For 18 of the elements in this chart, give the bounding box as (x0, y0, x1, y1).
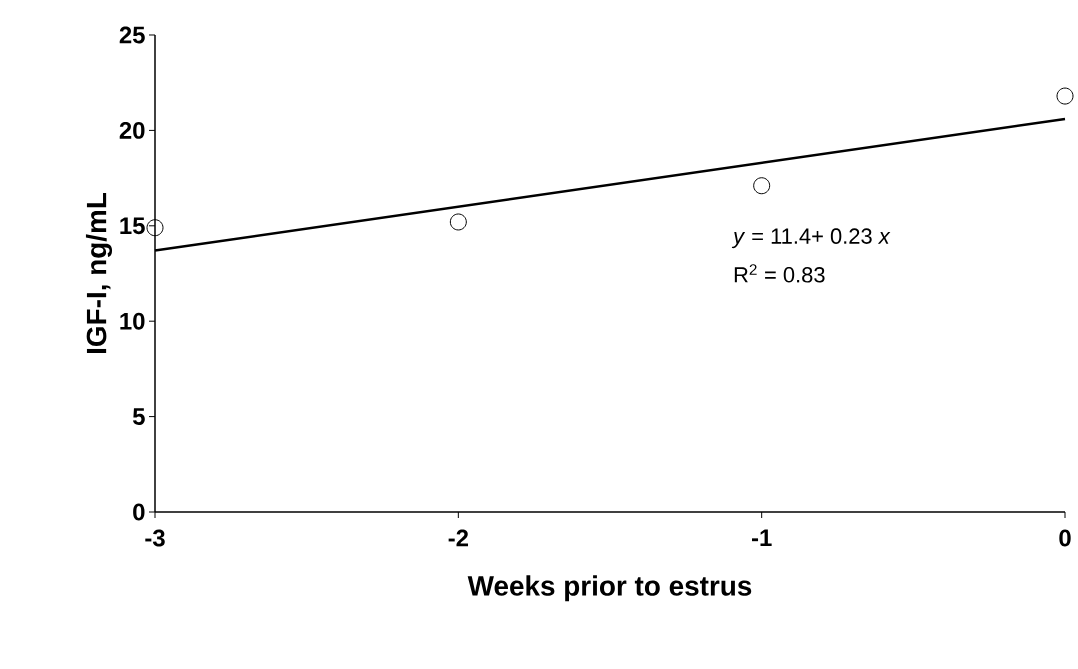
point (449, 213, 467, 231)
annotation: R$^{2}$ = 0.83 (734, 264, 825, 283)
y-axis-title: IGF-I, ng/mL (85, 193, 113, 353)
x-tick-label: 0 (1059, 529, 1071, 547)
y-tick-label: 10 (120, 312, 145, 330)
y-tick-label: 25 (119, 26, 145, 44)
x-tick-label: -2 (448, 529, 469, 547)
point (753, 177, 771, 195)
y-tick-label: 5 (132, 408, 145, 425)
annotation: y = 11.4+ 0.23 x (731, 228, 891, 249)
point (1056, 87, 1074, 105)
point (146, 219, 164, 237)
x-axis-title: Weeks prior to estrus (467, 575, 752, 602)
y-tick-label: 0 (133, 503, 145, 521)
x-tick-label: -3 (145, 529, 165, 547)
y-tick-label: 15 (120, 217, 145, 235)
y-tick-label: 20 (119, 121, 145, 139)
x-tick-label: -1 (751, 529, 772, 546)
